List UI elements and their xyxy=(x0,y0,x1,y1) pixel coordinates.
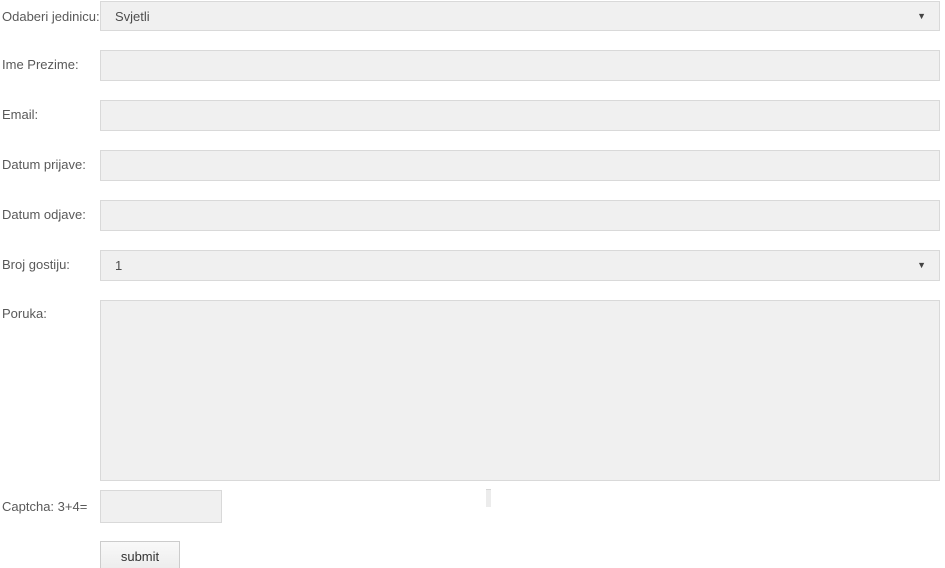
checkout-date-input[interactable] xyxy=(100,200,940,231)
checkout-date-label: Datum odjave: xyxy=(2,207,86,222)
submit-button[interactable]: submit xyxy=(100,541,180,568)
message-label: Poruka: xyxy=(2,306,47,321)
name-input[interactable] xyxy=(100,50,940,81)
unit-select-label: Odaberi jedinicu: xyxy=(2,9,100,24)
guests-select-value: 1 xyxy=(115,258,123,273)
unit-select[interactable]: Svjetli ▼ xyxy=(100,1,940,31)
name-label: Ime Prezime: xyxy=(2,57,79,72)
guests-select-label: Broj gostiju: xyxy=(2,257,70,272)
checkin-date-label: Datum prijave: xyxy=(2,157,86,172)
guests-select[interactable]: 1 ▼ xyxy=(100,250,940,281)
email-input[interactable] xyxy=(100,100,940,131)
stray-scrollbar-artifact xyxy=(486,489,491,507)
captcha-label: Captcha: 3+4= xyxy=(2,499,88,514)
captcha-input[interactable] xyxy=(100,490,222,523)
checkin-date-input[interactable] xyxy=(100,150,940,181)
chevron-down-icon: ▼ xyxy=(917,260,926,270)
chevron-down-icon: ▼ xyxy=(917,10,926,21)
message-textarea[interactable] xyxy=(100,300,940,481)
email-label: Email: xyxy=(2,107,39,122)
unit-select-value: Svjetli xyxy=(115,8,150,24)
